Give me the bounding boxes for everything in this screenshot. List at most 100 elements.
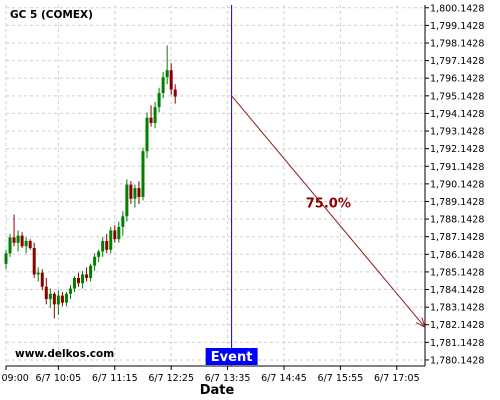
candle: [153, 101, 157, 129]
y-tick-label: 1,789.1428: [430, 197, 484, 208]
chart-title: GC 5 (COMEX): [10, 9, 93, 21]
candle: [60, 292, 64, 307]
candle-body: [125, 184, 129, 217]
x-tick-label: 6/7 13:35: [205, 373, 251, 384]
candle: [48, 288, 52, 308]
x-tick-label: 6/7 10:05: [36, 373, 82, 384]
y-tick-label: 1,792.1428: [430, 144, 484, 155]
candle-body: [68, 288, 72, 294]
projection-arrow: 75.0%: [231, 95, 426, 329]
candle-body: [64, 293, 68, 303]
x-tick-label: 6/7 09:00: [0, 373, 29, 384]
candle: [44, 277, 48, 305]
candle: [72, 276, 76, 293]
candle: [105, 233, 109, 254]
x-axis-tick-labels: 6/7 09:00 6/7 10:05 6/7 11:15 6/7 12:25 6/7 …: [0, 373, 420, 384]
candle: [28, 239, 32, 250]
candle-body: [137, 188, 141, 197]
candle: [56, 290, 60, 315]
candle-body: [133, 188, 137, 199]
y-tick-label: 1,783.1428: [430, 303, 484, 314]
candle-body: [81, 274, 85, 284]
candle: [68, 284, 72, 300]
candle-body: [32, 248, 36, 275]
candle-body: [117, 226, 121, 240]
candle-body: [20, 235, 24, 247]
candle: [137, 181, 141, 204]
candle-body: [113, 230, 117, 240]
candle-body: [44, 286, 48, 300]
event-label-box: [205, 348, 258, 365]
candle: [101, 237, 105, 257]
candle-body: [16, 235, 20, 243]
candle: [113, 225, 117, 243]
candle-body: [101, 240, 105, 252]
candle: [64, 292, 68, 307]
candle: [12, 214, 16, 247]
candle: [20, 232, 24, 249]
candle: [77, 272, 81, 287]
candle-body: [48, 293, 52, 300]
candle: [89, 263, 93, 282]
candle: [117, 221, 121, 243]
candle: [133, 184, 137, 208]
candle: [36, 267, 40, 282]
candle-body: [89, 265, 93, 278]
candle: [16, 230, 20, 252]
projection-line: [231, 95, 426, 328]
candle-body: [4, 253, 8, 264]
candle: [121, 211, 125, 236]
candle: [129, 181, 133, 204]
candle-body: [105, 240, 109, 250]
candle: [109, 226, 113, 254]
candle-body: [40, 272, 44, 287]
candlesticks: [4, 45, 177, 319]
candle: [161, 71, 165, 99]
candle: [165, 45, 169, 85]
candle: [173, 84, 177, 104]
axes: [5, 5, 429, 370]
candle-body: [121, 216, 125, 227]
y-tick-label: 1,787.1428: [430, 232, 484, 243]
candle-body: [161, 77, 165, 94]
y-tick-label: 1,796.1428: [430, 74, 484, 85]
x-tick-label: 6/7 11:15: [92, 373, 138, 384]
candle: [169, 63, 173, 95]
y-tick-label: 1,786.1428: [430, 250, 484, 261]
candle: [24, 237, 28, 254]
y-tick-label: 1,791.1428: [430, 162, 484, 173]
candle-body: [141, 151, 145, 197]
candle-body: [169, 70, 173, 90]
candle: [97, 249, 101, 263]
candle: [81, 270, 85, 289]
candle-body: [12, 237, 16, 243]
candle: [125, 179, 129, 222]
candle-body: [165, 70, 169, 78]
y-tick-label: 1,788.1428: [430, 215, 484, 226]
y-tick-label: 1,782.1428: [430, 320, 484, 331]
candle-body: [85, 274, 89, 278]
candle-body: [36, 272, 40, 275]
candle: [52, 292, 56, 319]
candle-body: [28, 240, 32, 249]
candle-body: [97, 251, 101, 257]
candle: [149, 105, 153, 127]
y-tick-label: 1,785.1428: [430, 267, 484, 278]
event-label: Event: [211, 350, 253, 365]
candle-body: [109, 230, 113, 250]
candle-body: [77, 277, 81, 284]
candle-body: [24, 240, 28, 247]
candle: [141, 147, 145, 201]
candle-body: [56, 295, 60, 305]
y-tick-label: 1,794.1428: [430, 109, 484, 120]
x-tick-label: 6/7 12:25: [148, 373, 194, 384]
candle-body: [8, 237, 12, 254]
y-tick-label: 1,790.1428: [430, 179, 484, 190]
candle: [145, 112, 149, 159]
y-tick-label: 1,780.1428: [430, 355, 484, 366]
x-tick-label: 6/7 15:55: [318, 373, 364, 384]
candle-body: [60, 295, 64, 303]
candle: [4, 249, 8, 270]
y-tick-label: 1,784.1428: [430, 285, 484, 296]
